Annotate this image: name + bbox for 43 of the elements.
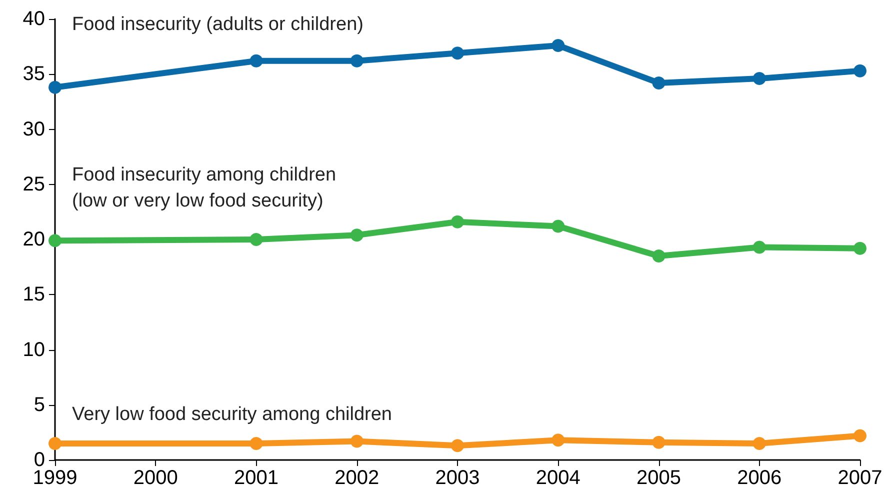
point <box>350 434 364 448</box>
series-label: Very low food security among children <box>72 404 392 426</box>
x-tick-label: 2001 <box>234 467 278 489</box>
point <box>48 436 62 450</box>
point <box>854 242 866 255</box>
point <box>552 434 565 447</box>
y-tick-label: 30 <box>22 118 45 140</box>
point <box>752 436 766 450</box>
point <box>854 429 866 442</box>
point <box>451 46 464 60</box>
point <box>350 228 364 242</box>
y-tick-label: 20 <box>22 228 45 250</box>
x-tick-label: 2006 <box>737 467 782 489</box>
point <box>451 215 464 228</box>
y-tick-label: 10 <box>22 338 45 361</box>
point <box>350 54 364 68</box>
x-tick-label: 2007 <box>838 467 882 489</box>
point <box>48 80 62 94</box>
point <box>451 439 464 452</box>
point <box>652 436 666 449</box>
y-tick-label: 35 <box>22 63 45 86</box>
series-label: Food insecurity (adults or children) <box>72 14 364 35</box>
y-tick-label: 40 <box>22 8 45 30</box>
series-label: Food insecurity among children (low or very low food security) <box>72 164 336 212</box>
point <box>552 38 565 52</box>
y-tick-label: 5 <box>34 394 45 416</box>
point <box>250 436 263 450</box>
point <box>552 220 565 233</box>
point <box>854 64 866 78</box>
x-tick-label: 2003 <box>435 467 480 489</box>
x-tick-label: 2004 <box>536 467 580 489</box>
point <box>250 54 263 68</box>
point <box>652 76 666 90</box>
y-tick-label: 15 <box>22 284 45 306</box>
x-tick-label: 2000 <box>133 467 178 489</box>
point <box>752 240 766 254</box>
x-tick-label: 2005 <box>636 467 681 489</box>
x-tick-label: 2002 <box>334 467 380 489</box>
point <box>652 250 666 263</box>
point <box>250 233 263 246</box>
point <box>48 234 62 248</box>
point <box>752 72 766 86</box>
y-tick-label: 25 <box>22 173 45 196</box>
